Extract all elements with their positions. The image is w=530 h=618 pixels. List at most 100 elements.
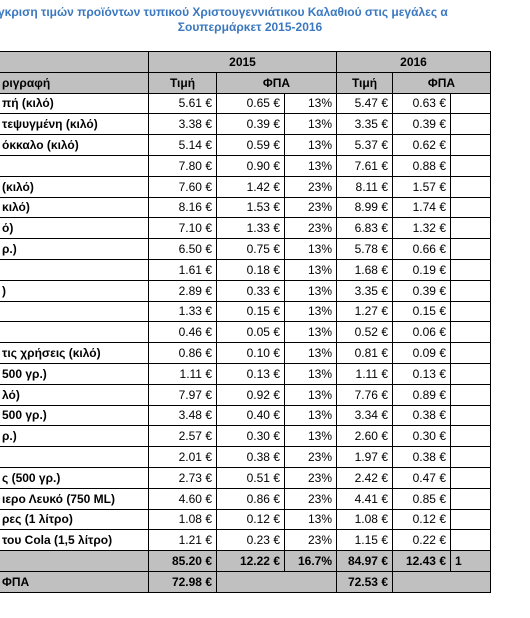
product-description: κιλό)	[0, 196, 149, 219]
price-2015: 2.73 €	[148, 466, 217, 489]
vat-rate-2016	[450, 113, 491, 136]
vat-rate-2015: 23%	[284, 529, 337, 552]
net-empty-2016	[392, 570, 491, 593]
vat-amount-2015: 0.10 €	[216, 342, 285, 364]
blank-header-cell	[0, 51, 149, 73]
total-vat-rate-2015: 16.7%	[284, 550, 337, 572]
vat-amount-2015: 0.23 €	[216, 529, 285, 552]
table-row: ς (500 γρ.) 2.73 €0.51 €23% 2.42 €0.47 €	[0, 466, 491, 489]
vat-rate-2015: 13%	[284, 342, 337, 364]
vat-amount-2015: 0.38 €	[216, 446, 285, 468]
price-2016: 1.11 €	[336, 362, 393, 385]
price-comparison-table: 2015 2016 ριγραφή Τιμή ΦΠΑ Τιμή ΦΠΑ πή (…	[0, 51, 491, 593]
price-2015: 2.57 €	[148, 425, 217, 448]
price-2016: 1.27 €	[336, 300, 393, 323]
vat-amount-2015: 0.18 €	[216, 258, 285, 281]
table-row: ρ.) 6.50 €0.75 €13% 5.78 €0.66 €	[0, 238, 491, 260]
vat-amount-2015: 0.59 €	[216, 134, 285, 156]
vat-rate-2015: 13%	[284, 113, 337, 136]
price-2016: 1.97 €	[336, 446, 393, 468]
vat-amount-2016: 0.13 €	[392, 362, 451, 385]
vat-rate-2016	[450, 154, 491, 177]
product-description: τις χρήσεις (κιλό)	[0, 342, 149, 364]
vat-amount-2016: 1.74 €	[392, 196, 451, 219]
product-description: 500 γρ.)	[0, 362, 149, 385]
price-2015: 4.60 €	[148, 487, 217, 510]
vat-amount-2016: 0.47 €	[392, 466, 451, 489]
net-row: ΦΠΑ 72.98 € 72.53 €	[0, 570, 491, 593]
price-2015: 0.46 €	[148, 321, 217, 344]
price-2016: 1.15 €	[336, 529, 393, 552]
table-row: ιερο Λευκό (750 ML) 4.60 €0.86 €23% 4.41 €…	[0, 487, 491, 510]
vat-rate-2015: 23%	[284, 446, 337, 468]
price-2015: 8.16 €	[148, 196, 217, 219]
product-description: (κιλό)	[0, 175, 149, 198]
vat-amount-2016: 0.38 €	[392, 446, 451, 468]
product-description: ό)	[0, 217, 149, 240]
table-row: 500 γρ.) 1.11 €0.13 €13% 1.11 €0.13 €	[0, 362, 491, 385]
vat-amount-2015: 0.75 €	[216, 238, 285, 260]
totals-row: 85.20 €12.22 €16.7% 84.97 €12.43 €1	[0, 550, 491, 572]
vat-amount-2016: 0.66 €	[392, 238, 451, 260]
vat-amount-2016: 0.39 €	[392, 279, 451, 302]
price-2016: 3.34 €	[336, 404, 393, 427]
price-2015: 2.89 €	[148, 279, 217, 302]
vat-2015-header: ΦΠΑ	[216, 71, 337, 94]
vat-rate-2015: 23%	[284, 217, 337, 240]
column-header-row: ριγραφή Τιμή ΦΠΑ Τιμή ΦΠΑ	[0, 71, 491, 94]
vat-rate-2016	[450, 383, 491, 406]
vat-rate-2015: 13%	[284, 300, 337, 323]
vat-rate-2015: 13%	[284, 279, 337, 302]
table-row: πή (κιλό) 5.61 €0.65 €13% 5.47 €0.63 €	[0, 92, 491, 115]
price-2015: 7.10 €	[148, 217, 217, 240]
vat-amount-2016: 0.19 €	[392, 258, 451, 281]
price-2016: 0.52 €	[336, 321, 393, 344]
vat-rate-2015: 13%	[284, 92, 337, 115]
vat-amount-2016: 0.38 €	[392, 404, 451, 427]
price-2016: 7.76 €	[336, 383, 393, 406]
table-row: (κιλό) 7.60 €1.42 €23% 8.11 €1.57 €	[0, 175, 491, 198]
net-price-2015: 72.98 €	[148, 570, 217, 593]
vat-amount-2015: 0.15 €	[216, 300, 285, 323]
product-description: ρ.)	[0, 238, 149, 260]
vat-2016-header: ΦΠΑ	[392, 71, 491, 94]
vat-amount-2015: 0.51 €	[216, 466, 285, 489]
vat-rate-2015: 13%	[284, 134, 337, 156]
price-2015: 2.01 €	[148, 446, 217, 468]
product-description: του Cola (1,5 λίτρο)	[0, 529, 149, 552]
product-description: ς (500 γρ.)	[0, 466, 149, 489]
vat-amount-2016: 1.32 €	[392, 217, 451, 240]
total-vat-2016: 12.43 €	[392, 550, 451, 572]
vat-amount-2016: 0.63 €	[392, 92, 451, 115]
table-row: τις χρήσεις (κιλό) 0.86 €0.10 €13% 0.81 €0…	[0, 342, 491, 364]
vat-rate-2015: 13%	[284, 154, 337, 177]
vat-amount-2016: 0.22 €	[392, 529, 451, 552]
price-2016-header: Τιμή	[336, 71, 393, 94]
price-2016: 1.68 €	[336, 258, 393, 281]
vat-rate-2015: 13%	[284, 321, 337, 344]
vat-amount-2015: 0.65 €	[216, 92, 285, 115]
price-2015: 7.97 €	[148, 383, 217, 406]
price-2015: 1.61 €	[148, 258, 217, 281]
vat-amount-2016: 0.30 €	[392, 425, 451, 448]
price-2016: 7.61 €	[336, 154, 393, 177]
year-2016-header: 2016	[336, 51, 491, 73]
table-row: 500 γρ.) 3.48 €0.40 €13% 3.34 €0.38 €	[0, 404, 491, 427]
price-2016: 5.47 €	[336, 92, 393, 115]
table-row: ) 2.89 €0.33 €13% 3.35 €0.39 €	[0, 279, 491, 302]
vat-amount-2015: 0.90 €	[216, 154, 285, 177]
table-row: ρ.) 2.57 €0.30 €13% 2.60 €0.30 €	[0, 425, 491, 448]
vat-amount-2015: 0.33 €	[216, 279, 285, 302]
vat-rate-2016	[450, 362, 491, 385]
vat-amount-2015: 0.39 €	[216, 113, 285, 136]
price-2016: 3.35 €	[336, 113, 393, 136]
vat-rate-2015: 13%	[284, 383, 337, 406]
total-price-2015: 85.20 €	[148, 550, 217, 572]
price-2015: 6.50 €	[148, 238, 217, 260]
vat-rate-2016	[450, 342, 491, 364]
vat-rate-2015: 13%	[284, 404, 337, 427]
vat-amount-2015: 0.30 €	[216, 425, 285, 448]
table-row: ρες (1 λίτρο) 1.08 €0.12 €13% 1.08 €0.12 €	[0, 508, 491, 531]
price-2016: 5.37 €	[336, 134, 393, 156]
vat-rate-2016	[450, 508, 491, 531]
